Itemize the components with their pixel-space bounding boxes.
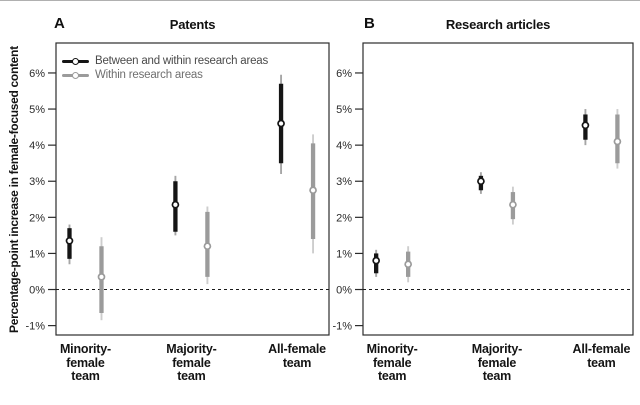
panel-a-x-category-label: Majority- female team: [166, 342, 217, 383]
panel-b-ytick-label: 4%: [336, 140, 352, 152]
panel-a-series-1-group-2-estimate: [309, 186, 317, 195]
panel-a-ytick-label: 1%: [29, 248, 45, 260]
panel-b-series-1-group-1-estimate: [509, 200, 517, 209]
legend-marker-within-icon: [62, 71, 89, 80]
panel-a-ytick-label: 2%: [29, 212, 45, 224]
panel-b-series-1-group-2-estimate: [613, 137, 622, 146]
legend-entry-between-within: Between and within research areas: [62, 54, 268, 68]
legend-label-within: Within research areas: [95, 69, 203, 81]
panel-b-x-category-label: All-female team: [572, 342, 631, 370]
panel-b-ytick-label: 5%: [336, 104, 352, 116]
panel-b-letter: B: [364, 15, 375, 32]
panel-a-ytick-label: 4%: [29, 140, 45, 152]
panel-b-series-1-group-0-estimate: [404, 260, 413, 269]
panel-b-series-0-group-0-estimate: [372, 256, 381, 265]
panel-b-frame: [362, 42, 634, 336]
panel-b-ytick-label: 1%: [336, 248, 352, 260]
panel-b-x-category-label: Minority- female team: [366, 342, 418, 383]
panel-a-frame: [55, 42, 330, 336]
panel-a-ytick-label: 5%: [29, 104, 45, 116]
panel-a-series-1-group-1-estimate: [203, 242, 212, 251]
panel-b-ytick-label: 2%: [336, 212, 352, 224]
panel-a-series-1-group-0-estimate: [97, 273, 106, 281]
panel-b-series-0-group-1-estimate: [477, 177, 485, 186]
panel-b-ytick-label: 6%: [336, 68, 352, 80]
panel-b-series-0-group-2-estimate: [581, 121, 590, 130]
panel-a-x-category-label: Minority- female team: [59, 342, 111, 383]
panel-a-ytick-label: -1%: [25, 321, 45, 333]
panel-b-x-category-label: Majority- female team: [471, 342, 523, 383]
legend-marker-between-within-icon: [62, 57, 89, 66]
panel-a-plot: 6% 5% 4% 3% 2% 1% 0% -1%: [25, 42, 330, 336]
panel-a-ytick-label: 0%: [29, 285, 45, 297]
panel-a-x-category-label: All-female team: [268, 342, 326, 370]
panel-b-ytick-label: -1%: [332, 321, 352, 333]
panel-a-series-0-group-2-estimate: [277, 119, 285, 128]
panel-b-ytick-label: 0%: [336, 285, 352, 297]
legend: Between and within research areas Within…: [62, 54, 268, 82]
panel-b-title: Research articles: [445, 17, 551, 32]
panel-a-series-0-group-0-estimate: [65, 236, 74, 245]
panel-b-plot: 6% 5% 4% 3% 2% 1% 0% -1%: [332, 42, 634, 336]
panel-a-letter: A: [54, 15, 65, 32]
panel-a-ytick-label: 6%: [29, 68, 45, 80]
legend-entry-within: Within research areas: [62, 68, 268, 82]
legend-label-between-within: Between and within research areas: [95, 55, 269, 67]
panel-a-series-0-group-1-estimate: [171, 200, 180, 209]
panel-a-title: Patents: [169, 17, 216, 32]
panel-a-ytick-label: 3%: [29, 176, 45, 188]
panel-b-ytick-label: 3%: [336, 176, 352, 188]
